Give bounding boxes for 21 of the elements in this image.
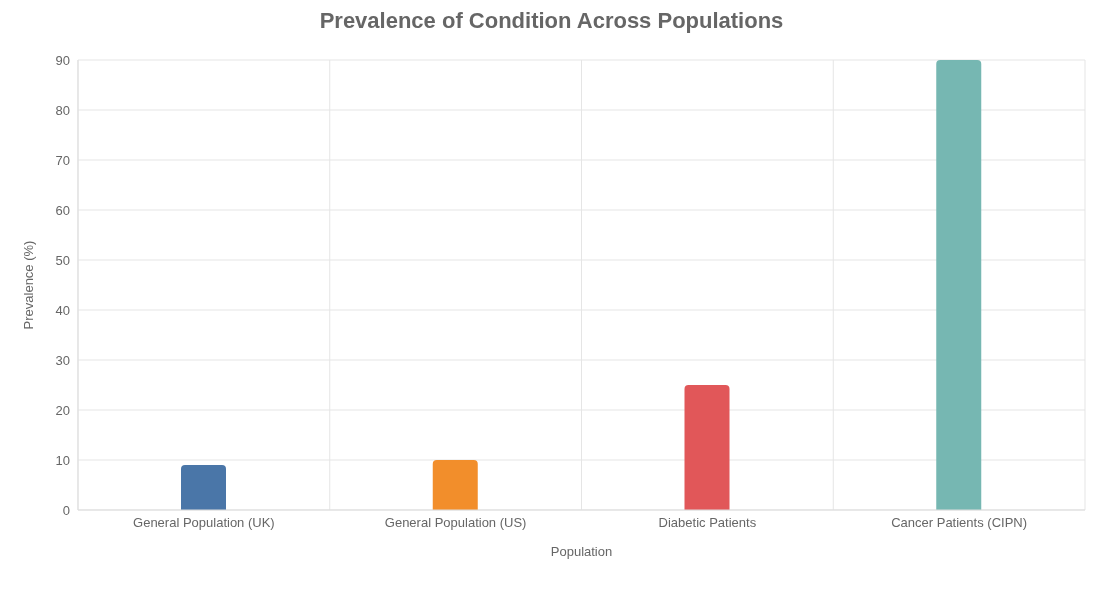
y-tick-label: 50: [55, 252, 70, 268]
y-tick-label: 10: [55, 452, 70, 468]
x-tick-label: General Population (US): [384, 515, 527, 531]
x-axis-title: Population: [550, 544, 613, 559]
y-tick-label: 60: [55, 202, 70, 218]
bar: [432, 460, 478, 510]
bar: [936, 60, 982, 510]
y-tick-label: 70: [55, 152, 70, 168]
chart-title: Prevalence of Condition Across Populations: [318, 8, 785, 35]
bar: [181, 465, 226, 510]
y-tick-label: 20: [55, 402, 70, 418]
bar: [684, 385, 730, 510]
y-axis-title: Prevalence (%): [20, 240, 36, 330]
x-tick-label: Cancer Patients (CIPN): [891, 515, 1028, 531]
y-tick-label: 80: [55, 102, 70, 118]
y-tick-label: 0: [62, 502, 70, 518]
y-tick-label: 90: [55, 52, 70, 68]
x-tick-label: General Population (UK): [133, 515, 275, 531]
x-tick-label: Diabetic Patients: [658, 515, 757, 531]
y-tick-label: 30: [55, 352, 70, 368]
y-tick-label: 40: [55, 302, 70, 318]
